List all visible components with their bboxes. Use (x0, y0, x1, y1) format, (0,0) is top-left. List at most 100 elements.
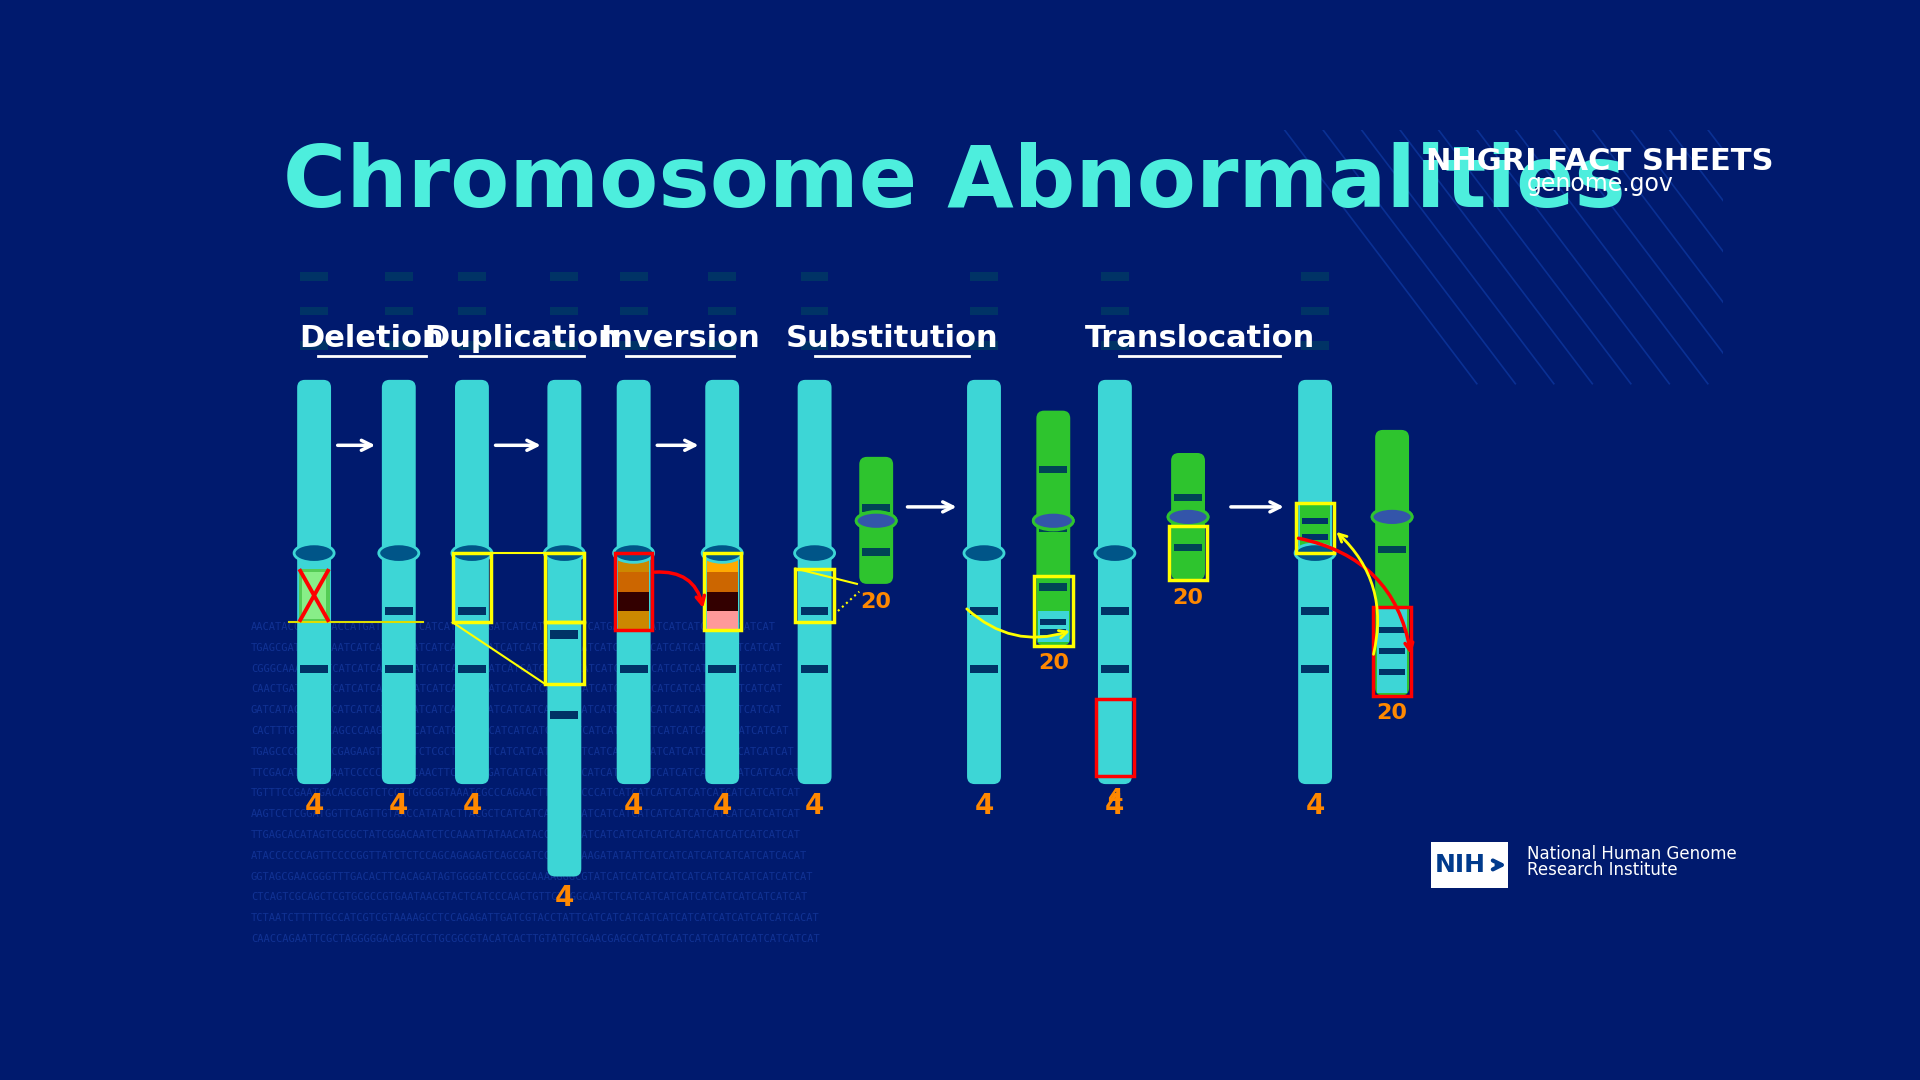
Text: Chromosome Abnormalities: Chromosome Abnormalities (284, 141, 1626, 225)
Bar (801, 307, 828, 315)
Bar (708, 272, 735, 281)
FancyArrowPatch shape (1298, 538, 1413, 650)
Text: Translocation: Translocation (1085, 324, 1315, 353)
FancyArrowPatch shape (968, 609, 1068, 638)
Text: Inversion: Inversion (599, 324, 760, 353)
Bar (301, 572, 326, 619)
Bar (801, 607, 828, 616)
Bar (970, 307, 998, 315)
Bar (384, 665, 413, 673)
FancyBboxPatch shape (455, 380, 490, 784)
Bar (384, 272, 413, 281)
Bar (1041, 630, 1066, 635)
FancyBboxPatch shape (860, 457, 893, 584)
Ellipse shape (703, 544, 743, 563)
Bar (1039, 524, 1068, 532)
Ellipse shape (378, 544, 419, 563)
Bar (1302, 307, 1329, 315)
Ellipse shape (1167, 508, 1208, 526)
Bar (384, 307, 413, 315)
Bar (1039, 583, 1068, 591)
FancyArrowPatch shape (1338, 534, 1379, 654)
Bar (551, 341, 578, 350)
Text: NHGRI FACT SHEETS: NHGRI FACT SHEETS (1427, 148, 1774, 176)
Text: AACATACCAAGTCACCATGATCATGATCATCATTGAGCGATCATCATCATCGATCATGATCATGATCATCATCATCATCA: AACATACCAAGTCACCATGATCATGATCATCATTGAGCGA… (252, 622, 776, 632)
Bar (1039, 465, 1068, 473)
Bar (1300, 505, 1331, 551)
FancyBboxPatch shape (547, 380, 582, 877)
FancyBboxPatch shape (1171, 453, 1206, 580)
Ellipse shape (614, 544, 653, 563)
Bar (620, 272, 647, 281)
Bar (862, 503, 891, 512)
Bar (1100, 665, 1129, 673)
Bar (1302, 341, 1329, 350)
Text: CGGGCAAAGCCATCATCATCATCATCATCATCATCATCATCATCATCATCATCATCATCATCATCATCATCATCATCATC: CGGGCAAAGCCATCATCATCATCATCATCATCATCATCAT… (252, 664, 781, 674)
FancyBboxPatch shape (797, 380, 831, 784)
Bar (705, 553, 741, 630)
Bar (459, 272, 486, 281)
FancyBboxPatch shape (968, 380, 1000, 784)
Bar (1379, 670, 1405, 675)
Bar (1175, 494, 1202, 500)
Bar (1302, 518, 1329, 525)
Bar (1377, 609, 1407, 693)
Bar (801, 665, 828, 673)
FancyBboxPatch shape (616, 380, 651, 784)
Bar (1302, 607, 1329, 616)
Bar (300, 607, 328, 616)
Text: 4: 4 (1306, 792, 1325, 820)
Bar (620, 341, 647, 350)
Text: CAACCAGAATTCGCTAGGGGGACAGGTCCTGCGGCGTACATCACTTGTATGTCGAACGAGCCATCATCATCATCATCATC: CAACCAGAATTCGCTAGGGGGACAGGTCCTGCGGCGTACA… (252, 934, 820, 944)
Bar (614, 553, 653, 630)
Bar (618, 611, 649, 630)
Bar (384, 341, 413, 350)
Bar (1302, 272, 1329, 281)
Bar (618, 572, 649, 592)
Text: 4: 4 (463, 792, 482, 820)
Ellipse shape (795, 544, 835, 563)
Bar (708, 665, 735, 673)
Bar (453, 553, 492, 622)
Bar (1379, 648, 1405, 654)
FancyBboxPatch shape (298, 380, 330, 784)
Text: Research Institute: Research Institute (1526, 861, 1678, 878)
Ellipse shape (1373, 508, 1411, 526)
Text: genome.gov: genome.gov (1526, 172, 1674, 195)
Bar (459, 665, 486, 673)
Bar (300, 341, 328, 350)
Bar (551, 272, 578, 281)
Bar (708, 607, 735, 616)
Bar (707, 611, 737, 630)
Bar (1100, 341, 1129, 350)
Bar (1100, 307, 1129, 315)
FancyBboxPatch shape (705, 380, 739, 784)
Bar (862, 549, 891, 556)
Bar (459, 307, 486, 315)
Bar (708, 307, 735, 315)
Text: Duplication: Duplication (424, 324, 620, 353)
Text: TTGAGCACATAGTCGCGCTATCGGACAATCTCCAAATTATAACATACCGTTCCATCATCATCATCATCATCATCATCATC: TTGAGCACATAGTCGCGCTATCGGACAATCTCCAAATTAT… (252, 831, 801, 840)
Ellipse shape (1033, 512, 1073, 529)
Ellipse shape (1094, 544, 1135, 563)
Text: 20: 20 (1039, 653, 1069, 673)
Bar (970, 272, 998, 281)
Text: 4: 4 (1108, 788, 1123, 808)
Bar (1373, 607, 1411, 696)
Bar (300, 568, 330, 622)
Bar (795, 568, 833, 622)
Bar (1039, 611, 1069, 642)
Bar (551, 630, 578, 638)
Bar (459, 341, 486, 350)
Text: 4: 4 (305, 792, 324, 820)
Text: 20: 20 (1377, 703, 1407, 724)
Bar (620, 607, 647, 616)
Bar (707, 553, 737, 572)
Text: AAGTCCTCGGATGGTTCAGTTGTAACCATATACTTACGCTCATCATCATCATCATCATCATCATCATCATCATCATCATC: AAGTCCTCGGATGGTTCAGTTGTAACCATATACTTACGCT… (252, 809, 801, 820)
Bar (970, 607, 998, 616)
Text: TTCGACATGGCAAAATCCCCCGCTTGCAACTTCTACAGGATCATCATCATCATCATCATCATCATCATCATCATCATCAT: TTCGACATGGCAAAATCCCCCGCTTGCAACTTCTACAGGA… (252, 768, 801, 778)
Text: CAACTGATTCGATCATCATCATCATCATCATCATCATCATCATCATCATCATCATCATCATCATCATCATCATCATCATC: CAACTGATTCGATCATCATCATCATCATCATCATCATCAT… (252, 685, 781, 694)
FancyBboxPatch shape (1098, 380, 1131, 784)
FancyBboxPatch shape (1375, 430, 1409, 696)
Bar (618, 553, 649, 572)
